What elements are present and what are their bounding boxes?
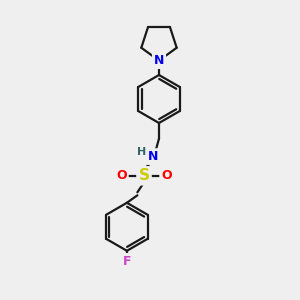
Text: O: O — [116, 169, 127, 182]
Text: O: O — [161, 169, 172, 182]
Text: S: S — [139, 168, 149, 183]
Text: N: N — [154, 54, 164, 67]
Text: N: N — [148, 150, 158, 163]
Text: F: F — [123, 255, 131, 268]
Text: H: H — [137, 147, 146, 157]
